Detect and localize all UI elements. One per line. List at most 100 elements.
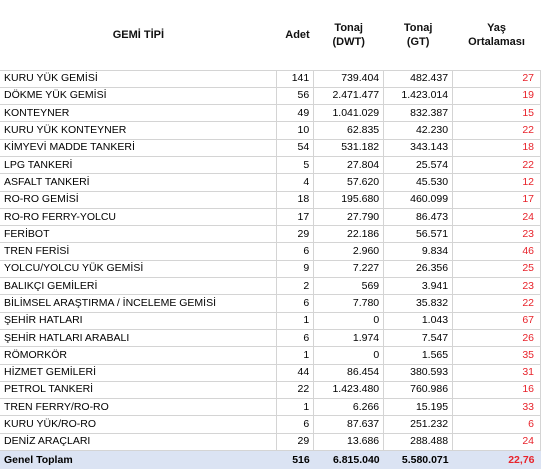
cell-dwt: 0 <box>313 311 385 330</box>
cell-dwt: 569 <box>313 277 385 296</box>
table-row: ŞEHİR HATLARI 1 0 1.043 67 <box>0 311 541 330</box>
cell-gt: 42.230 <box>383 121 454 140</box>
cell-ship-type: KURU YÜK GEMİSİ <box>0 69 278 88</box>
cell-age: 25 <box>452 259 541 279</box>
cell-dwt: 531.182 <box>313 138 385 157</box>
cell-gt: 7.547 <box>383 328 454 348</box>
cell-ship-type: KİMYEVİ MADDE TANKERİ <box>0 138 278 157</box>
table-row: PETROL TANKERİ 22 1.423.480 760.986 16 <box>0 380 541 400</box>
cell-gt: 251.232 <box>383 415 454 434</box>
cell-ship-type: RO-RO GEMİSİ <box>0 190 278 209</box>
total-age: 22,76 <box>452 450 541 470</box>
cell-gt: 9.834 <box>383 242 454 261</box>
cell-age: 67 <box>452 311 541 330</box>
cell-age: 24 <box>452 432 541 452</box>
cell-gt: 760.986 <box>383 380 454 400</box>
cell-gt: 1.565 <box>383 346 454 365</box>
table-header-row: GEMİ TİPİ Adet Tonaj (DWT) Tonaj (GT) Ya… <box>0 0 541 70</box>
cell-age: 31 <box>452 363 541 382</box>
cell-age: 35 <box>452 346 541 365</box>
total-label: Genel Toplam <box>0 450 277 470</box>
table-row: KURU YÜK GEMİSİ 141 739.404 482.437 27 <box>0 69 541 88</box>
table-row: RÖMORKÖR 1 0 1.565 35 <box>0 346 541 365</box>
table-row: ŞEHİR HATLARI ARABALI 6 1.974 7.547 26 <box>0 328 541 348</box>
cell-count: 6 <box>276 294 315 313</box>
cell-ship-type: YOLCU/YOLCU YÜK GEMİSİ <box>0 259 278 279</box>
cell-age: 23 <box>452 225 541 244</box>
cell-dwt: 1.041.029 <box>313 104 385 123</box>
cell-ship-type: RÖMORKÖR <box>0 346 278 365</box>
cell-count: 1 <box>276 346 315 365</box>
cell-gt: 380.593 <box>383 363 454 382</box>
cell-age: 17 <box>452 190 541 209</box>
cell-age: 19 <box>452 86 541 106</box>
cell-count: 10 <box>276 121 315 140</box>
header-dwt-line1: Tonaj <box>334 21 363 34</box>
cell-ship-type: ŞEHİR HATLARI <box>0 311 278 330</box>
cell-age: 22 <box>452 294 541 313</box>
cell-dwt: 57.620 <box>313 173 385 192</box>
table-row: KONTEYNER 49 1.041.029 832.387 15 <box>0 104 541 123</box>
table-row: RO-RO GEMİSİ 18 195.680 460.099 17 <box>0 190 541 209</box>
table-row: KİMYEVİ MADDE TANKERİ 54 531.182 343.143 18 <box>0 138 541 157</box>
cell-gt: 25.574 <box>383 155 454 175</box>
table-row: KURU YÜK/RO-RO 6 87.637 251.232 6 <box>0 415 541 434</box>
cell-count: 4 <box>276 173 315 192</box>
cell-count: 1 <box>276 311 315 330</box>
cell-dwt: 1.423.480 <box>313 380 385 400</box>
table-row: TREN FERİSİ 6 2.960 9.834 46 <box>0 242 541 261</box>
cell-ship-type: BALIKÇI GEMİLERİ <box>0 277 278 296</box>
table-row: BALIKÇI GEMİLERİ 2 569 3.941 23 <box>0 277 541 296</box>
cell-count: 6 <box>276 242 315 261</box>
cell-age: 46 <box>452 242 541 261</box>
header-age: Yaş Ortalaması <box>452 0 541 70</box>
cell-ship-type: RO-RO FERRY-YOLCU <box>0 207 278 227</box>
cell-dwt: 0 <box>313 346 385 365</box>
header-age-line2: Ortalaması <box>468 35 525 48</box>
cell-gt: 460.099 <box>383 190 454 209</box>
cell-age: 6 <box>452 415 541 434</box>
cell-dwt: 7.780 <box>313 294 385 313</box>
cell-ship-type: TREN FERRY/RO-RO <box>0 398 278 417</box>
cell-dwt: 27.790 <box>313 207 385 227</box>
cell-count: 56 <box>276 86 315 106</box>
cell-gt: 15.195 <box>383 398 454 417</box>
cell-gt: 482.437 <box>383 69 454 88</box>
header-gt: Tonaj (GT) <box>383 0 453 70</box>
header-age-line1: Yaş <box>487 21 507 34</box>
header-ship-type: GEMİ TİPİ <box>0 0 277 70</box>
cell-count: 1 <box>276 398 315 417</box>
table-row: YOLCU/YOLCU YÜK GEMİSİ 9 7.227 26.356 25 <box>0 259 541 279</box>
cell-dwt: 27.804 <box>313 155 385 175</box>
table-row: TREN FERRY/RO-RO 1 6.266 15.195 33 <box>0 398 541 417</box>
cell-dwt: 1.974 <box>313 328 385 348</box>
header-dwt: Tonaj (DWT) <box>313 0 384 70</box>
cell-ship-type: HİZMET GEMİLERİ <box>0 363 278 382</box>
table-row: LPG TANKERİ 5 27.804 25.574 22 <box>0 155 541 175</box>
cell-ship-type: ŞEHİR HATLARI ARABALI <box>0 328 278 348</box>
cell-dwt: 7.227 <box>313 259 385 279</box>
cell-age: 23 <box>452 277 541 296</box>
cell-gt: 3.941 <box>383 277 454 296</box>
cell-age: 22 <box>452 155 541 175</box>
cell-gt: 86.473 <box>383 207 454 227</box>
cell-dwt: 739.404 <box>313 69 385 88</box>
table-row: DENİZ ARAÇLARI 29 13.686 288.488 24 <box>0 432 541 452</box>
header-count: Adet <box>276 0 314 70</box>
cell-ship-type: TREN FERİSİ <box>0 242 278 261</box>
cell-count: 54 <box>276 138 315 157</box>
cell-dwt: 86.454 <box>313 363 385 382</box>
cell-dwt: 22.186 <box>313 225 385 244</box>
cell-count: 44 <box>276 363 315 382</box>
table-row: RO-RO FERRY-YOLCU 17 27.790 86.473 24 <box>0 207 541 227</box>
cell-ship-type: KURU YÜK KONTEYNER <box>0 121 278 140</box>
cell-count: 2 <box>276 277 315 296</box>
table-row: HİZMET GEMİLERİ 44 86.454 380.593 31 <box>0 363 541 382</box>
cell-count: 29 <box>276 432 315 452</box>
table-row: BİLİMSEL ARAŞTIRMA / İNCELEME GEMİSİ 6 7.7… <box>0 294 541 313</box>
cell-gt: 45.530 <box>383 173 454 192</box>
cell-count: 49 <box>276 104 315 123</box>
cell-age: 18 <box>452 138 541 157</box>
cell-gt: 288.488 <box>383 432 454 452</box>
